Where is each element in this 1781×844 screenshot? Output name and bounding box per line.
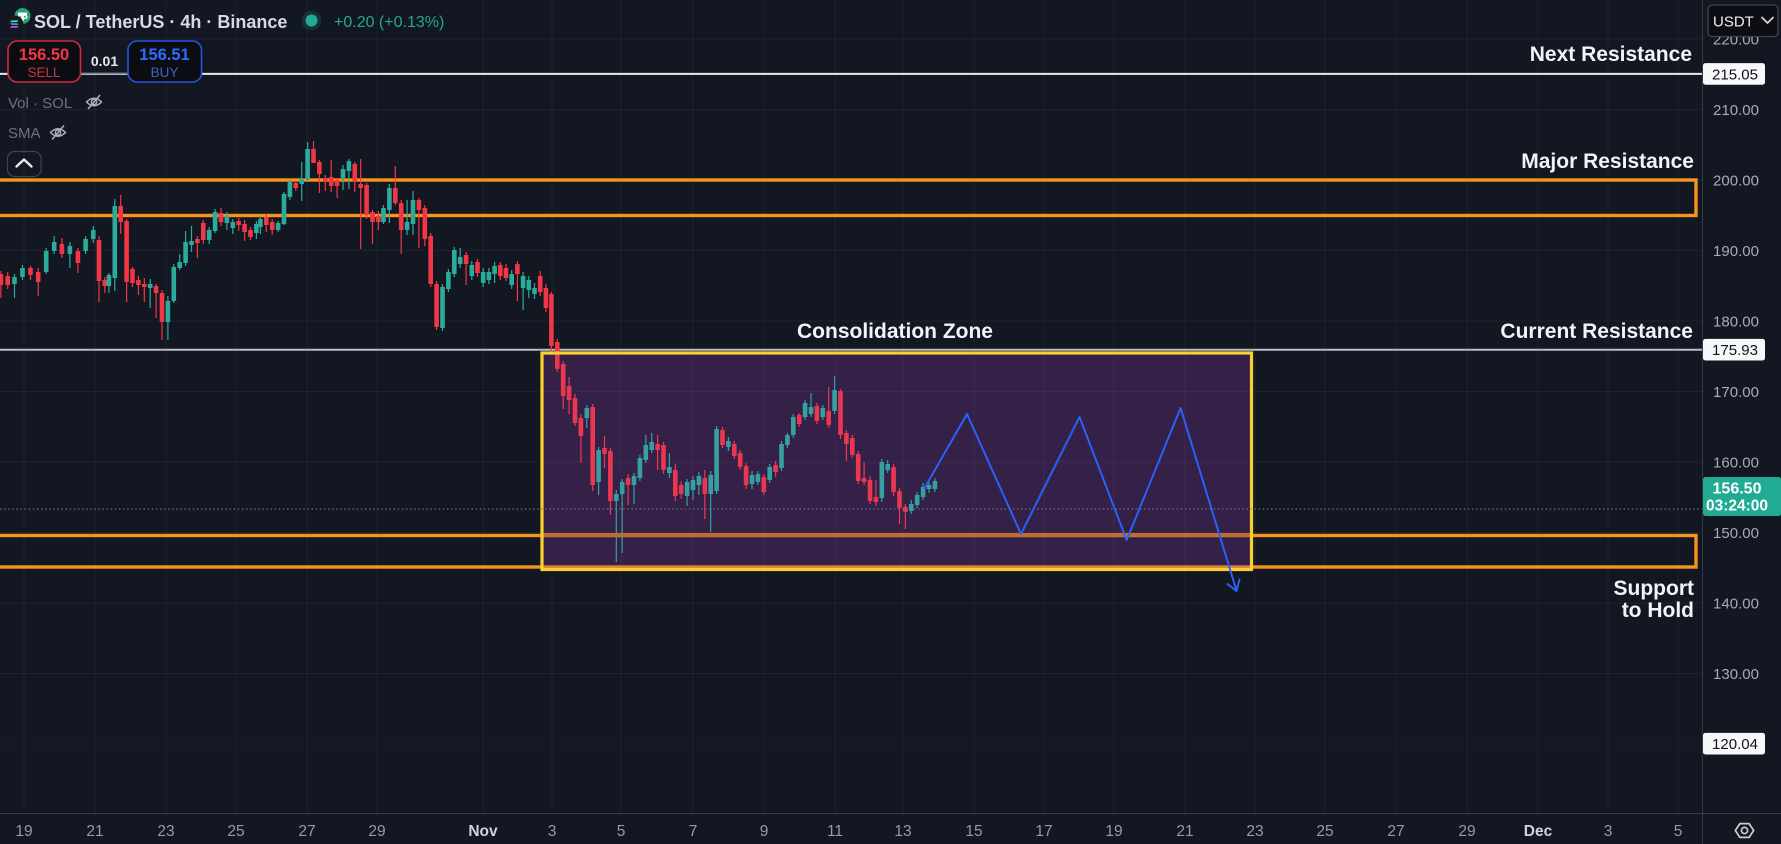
svg-text:190.00: 190.00 xyxy=(1713,243,1759,260)
svg-text:15: 15 xyxy=(965,823,982,840)
svg-text:9: 9 xyxy=(760,823,769,840)
svg-text:140.00: 140.00 xyxy=(1713,596,1759,613)
svg-text:7: 7 xyxy=(689,823,698,840)
svg-text:21: 21 xyxy=(1176,823,1193,840)
svg-text:19: 19 xyxy=(1105,823,1122,840)
svg-text:11: 11 xyxy=(827,823,843,840)
svg-text:Support: Support xyxy=(1614,577,1694,600)
svg-text:120.04: 120.04 xyxy=(1712,736,1758,753)
svg-text:03:24:00: 03:24:00 xyxy=(1706,498,1768,515)
svg-text:3: 3 xyxy=(1604,823,1613,840)
svg-text:+0.20 (+0.13%): +0.20 (+0.13%) xyxy=(334,14,444,31)
svg-text:25: 25 xyxy=(227,823,244,840)
svg-text:Nov: Nov xyxy=(468,823,498,840)
svg-text:13: 13 xyxy=(894,823,911,840)
svg-text:150.00: 150.00 xyxy=(1713,525,1759,542)
svg-text:27: 27 xyxy=(1387,823,1404,840)
svg-text:21: 21 xyxy=(86,823,103,840)
svg-text:180.00: 180.00 xyxy=(1713,314,1759,331)
svg-text:27: 27 xyxy=(298,823,315,840)
svg-text:210.00: 210.00 xyxy=(1713,102,1759,119)
svg-text:Dec: Dec xyxy=(1524,823,1553,840)
svg-text:Next Resistance: Next Resistance xyxy=(1530,43,1692,66)
svg-text:SOL / TetherUS · 4h · Binance: SOL / TetherUS · 4h · Binance xyxy=(34,12,287,32)
svg-text:USDT: USDT xyxy=(1713,14,1754,31)
svg-text:200.00: 200.00 xyxy=(1713,173,1759,190)
svg-text:156.50: 156.50 xyxy=(1713,481,1762,498)
svg-text:19: 19 xyxy=(15,823,32,840)
svg-text:25: 25 xyxy=(1316,823,1333,840)
svg-text:156.51: 156.51 xyxy=(139,46,189,64)
svg-text:23: 23 xyxy=(1246,823,1263,840)
svg-text:29: 29 xyxy=(368,823,385,840)
svg-text:Consolidation Zone: Consolidation Zone xyxy=(797,320,993,343)
svg-text:29: 29 xyxy=(1458,823,1475,840)
svg-text:3: 3 xyxy=(548,823,557,840)
svg-text:23: 23 xyxy=(157,823,174,840)
svg-text:to Hold: to Hold xyxy=(1622,599,1694,622)
svg-text:Major Resistance: Major Resistance xyxy=(1521,150,1694,173)
svg-text:17: 17 xyxy=(1035,823,1052,840)
svg-text:5: 5 xyxy=(617,823,626,840)
svg-text:SMA: SMA xyxy=(8,125,41,142)
svg-text:170.00: 170.00 xyxy=(1713,384,1759,401)
svg-text:BUY: BUY xyxy=(151,65,179,80)
svg-text:SELL: SELL xyxy=(27,65,61,80)
svg-text:215.05: 215.05 xyxy=(1712,66,1758,83)
svg-text:160.00: 160.00 xyxy=(1713,455,1759,472)
svg-text:0.01: 0.01 xyxy=(91,53,118,69)
svg-text:130.00: 130.00 xyxy=(1713,666,1759,683)
svg-text:175.93: 175.93 xyxy=(1712,342,1758,359)
svg-text:Current Resistance: Current Resistance xyxy=(1500,320,1693,343)
svg-text:5: 5 xyxy=(1674,823,1683,840)
svg-text:Vol · SOL: Vol · SOL xyxy=(8,95,72,112)
svg-text:156.50: 156.50 xyxy=(19,46,69,64)
